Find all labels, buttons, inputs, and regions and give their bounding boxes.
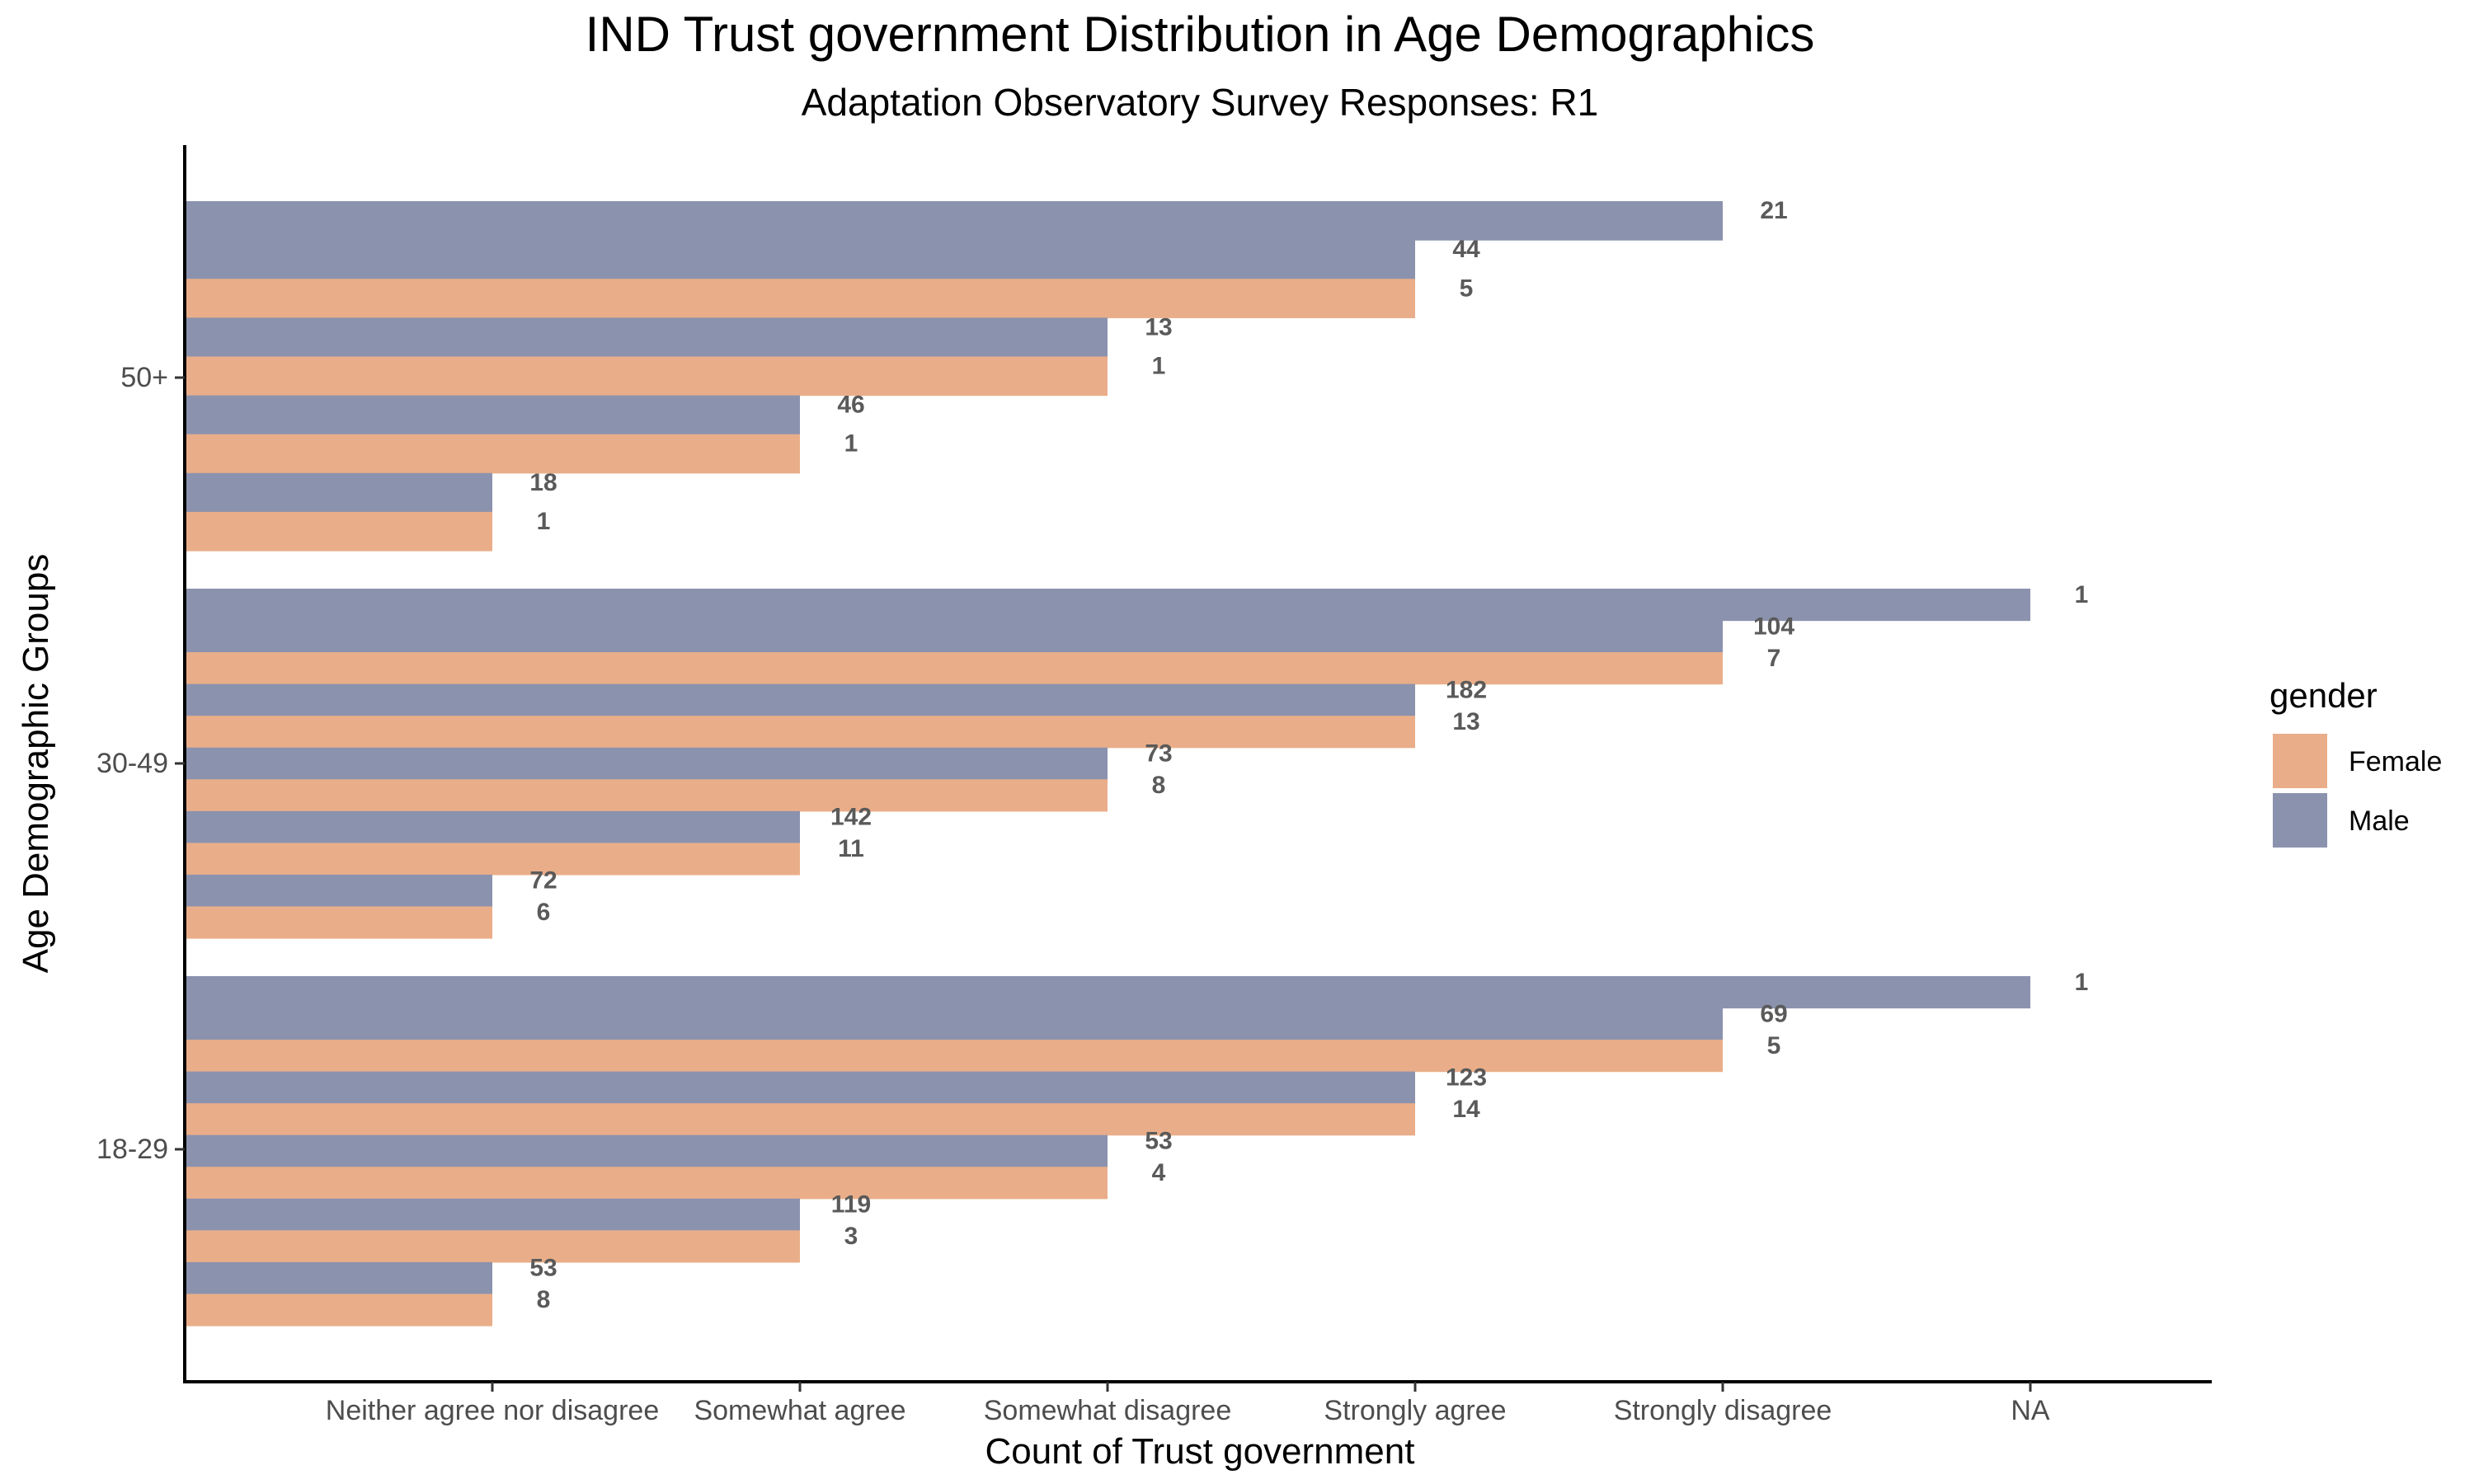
data-label-30-49-male-somewhat-agree: 142 (830, 804, 872, 831)
bar-18-29-female-somewhat-disagree (185, 1167, 1108, 1200)
bar-18-29-male-strongly-agree (185, 1071, 1415, 1104)
x-tick-label-strongly-agree: Strongly agree (1324, 1395, 1506, 1426)
bar-30-49-male-na (185, 589, 2030, 622)
data-label-50-male-somewhat-agree: 46 (837, 392, 864, 419)
data-label-30-49-male-strongly-agree: 182 (1446, 676, 1487, 703)
data-label-50-male-strongly-disagree: 21 (1760, 197, 1787, 224)
bar-50-female-strongly-agree (185, 279, 1415, 318)
data-label-18-29-male-strongly-disagree: 69 (1760, 1000, 1787, 1027)
data-label-18-29-female-strongly-disagree: 5 (1767, 1032, 1781, 1059)
data-label-30-49-male-strongly-disagree: 104 (1753, 613, 1794, 640)
x-tick-label-na: NA (2011, 1395, 2050, 1426)
data-label-30-49-female-neither-agree-nor-disagree: 6 (537, 899, 551, 926)
bar-30-49-female-strongly-disagree (185, 652, 1723, 685)
bar-18-29-female-somewhat-agree (185, 1230, 800, 1263)
bar-18-29-male-strongly-disagree (185, 1007, 1723, 1040)
bar-30-49-female-somewhat-disagree (185, 779, 1108, 812)
y-tick-label-50: 50+ (120, 362, 168, 393)
data-label-30-49-male-neither-agree-nor-disagree: 72 (529, 867, 557, 895)
data-label-50-female-strongly-agree: 5 (1460, 275, 1474, 302)
legend-title: gender (2269, 676, 2378, 715)
data-label-18-29-female-strongly-agree: 14 (1452, 1096, 1480, 1123)
bar-50-male-neither-agree-nor-disagree (185, 472, 492, 513)
bar-30-49-male-neither-agree-nor-disagree (185, 874, 492, 908)
chart-subtitle: Adaptation Observatory Survey Responses:… (802, 81, 1599, 124)
legend-label-male: Male (2349, 805, 2410, 837)
bar-30-49-male-strongly-agree (185, 683, 1415, 716)
bar-18-29-female-neither-agree-nor-disagree (185, 1294, 492, 1327)
data-label-50-female-neither-agree-nor-disagree: 1 (537, 508, 551, 535)
bar-18-29-male-somewhat-disagree (185, 1134, 1108, 1167)
bar-18-29-male-somewhat-agree (185, 1198, 800, 1231)
data-label-18-29-female-neither-agree-nor-disagree: 8 (537, 1286, 551, 1313)
data-label-30-49-female-somewhat-disagree: 8 (1152, 772, 1166, 799)
bar-30-49-male-strongly-disagree (185, 620, 1723, 653)
data-label-18-29-female-somewhat-disagree: 4 (1152, 1159, 1166, 1186)
data-label-18-29-male-somewhat-disagree: 53 (1145, 1128, 1172, 1155)
data-label-50-male-somewhat-disagree: 13 (1145, 313, 1172, 340)
x-tick-label-somewhat-agree: Somewhat agree (694, 1395, 905, 1426)
bar-50-female-neither-agree-nor-disagree (185, 511, 492, 552)
y-tick-label-30-49: 30-49 (96, 748, 168, 779)
bar-50-male-somewhat-agree (185, 395, 800, 435)
plot-area: 1695123145341193538110471821373814211726… (185, 197, 2088, 1327)
data-label-18-29-male-neither-agree-nor-disagree: 53 (529, 1255, 557, 1282)
bar-18-29-male-na (185, 976, 2030, 1009)
data-label-30-49-female-strongly-agree: 13 (1452, 708, 1479, 735)
data-label-18-29-male-na: 1 (2075, 969, 2089, 996)
data-label-30-49-male-na: 1 (2075, 581, 2089, 608)
bar-50-male-somewhat-disagree (185, 317, 1108, 358)
bar-30-49-female-strongly-agree (185, 716, 1415, 749)
x-axis-title: Count of Trust government (985, 1431, 1415, 1472)
data-label-50-female-somewhat-agree: 1 (844, 430, 858, 458)
legend-swatch-male (2273, 793, 2327, 848)
data-label-18-29-female-somewhat-agree: 3 (844, 1223, 858, 1250)
data-label-30-49-female-strongly-disagree: 7 (1767, 645, 1781, 672)
data-label-50-female-somewhat-disagree: 1 (1152, 353, 1166, 380)
bar-50-female-somewhat-disagree (185, 356, 1108, 397)
legend: gender Female Male (2269, 676, 2442, 848)
data-label-50-male-strongly-agree: 44 (1452, 236, 1480, 263)
x-tick-label-somewhat-disagree: Somewhat disagree (984, 1395, 1232, 1426)
x-axis-ticks: Neither agree nor disagree Somewhat agree… (326, 1382, 2050, 1426)
y-axis-title: Age Demographic Groups (16, 554, 56, 974)
x-tick-label-strongly-disagree: Strongly disagree (1614, 1395, 1832, 1426)
x-tick-label-neither-agree-nor-disagree: Neither agree nor disagree (326, 1395, 659, 1426)
y-tick-label-18-29: 18-29 (96, 1134, 168, 1165)
bar-30-49-female-somewhat-agree (185, 843, 800, 876)
data-label-18-29-male-strongly-agree: 123 (1446, 1064, 1487, 1091)
legend-label-female: Female (2349, 746, 2442, 777)
bar-50-male-strongly-disagree (185, 201, 1723, 241)
bar-18-29-male-neither-agree-nor-disagree (185, 1261, 492, 1295)
y-axis-ticks: 18-29 30-49 50+ (96, 362, 185, 1165)
bar-18-29-female-strongly-agree (185, 1103, 1415, 1136)
data-label-50-male-neither-agree-nor-disagree: 18 (529, 469, 557, 496)
bar-50-female-somewhat-agree (185, 434, 800, 474)
legend-swatch-female (2273, 734, 2327, 788)
bar-30-49-male-somewhat-disagree (185, 747, 1108, 780)
bar-50-male-strongly-agree (185, 240, 1415, 279)
data-label-30-49-male-somewhat-disagree: 73 (1145, 740, 1172, 768)
chart-title: IND Trust government Distribution in Age… (586, 7, 1815, 62)
bar-30-49-male-somewhat-agree (185, 810, 800, 843)
bar-30-49-female-neither-agree-nor-disagree (185, 906, 492, 939)
data-label-30-49-female-somewhat-agree: 11 (838, 835, 864, 862)
data-label-18-29-male-somewhat-agree: 119 (831, 1191, 871, 1219)
bar-18-29-female-strongly-disagree (185, 1040, 1723, 1073)
